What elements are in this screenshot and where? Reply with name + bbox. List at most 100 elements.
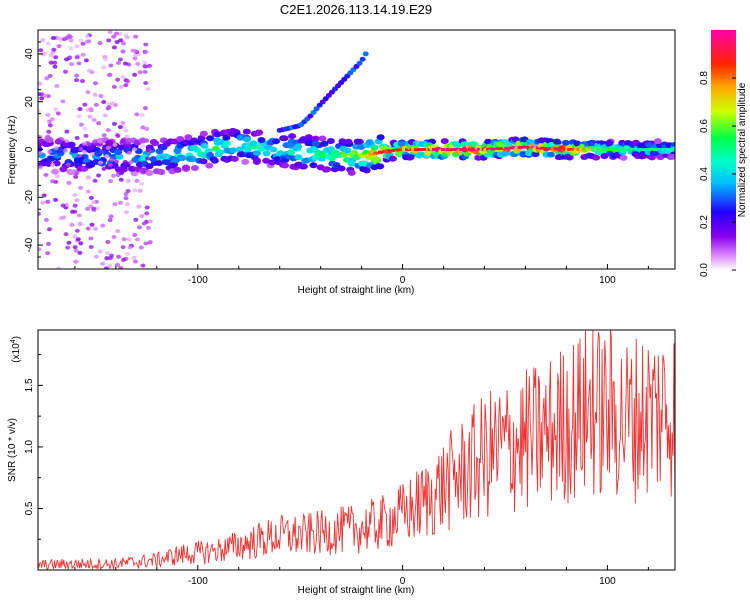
spectrogram-noise-cell [111, 34, 117, 39]
spectrogram-noise-cell [115, 133, 121, 138]
spectrogram-noise-cell [143, 42, 149, 47]
spectrogram-noise-cell [97, 249, 103, 254]
spectrogram-noise-cell [38, 165, 43, 170]
spectrogram-noise-cell [92, 92, 98, 97]
spectrogram-noise-cell [52, 60, 58, 65]
spectrogram-noise-cell [38, 109, 41, 114]
spectrogram-cell [592, 154, 601, 161]
spectrogram-cell [131, 156, 140, 163]
spectrogram-ridge-cell [508, 146, 514, 150]
spectrogram-xtick-label: 100 [599, 275, 616, 286]
spectrogram-noise-cell [98, 94, 104, 99]
spectrogram-noise-cell [51, 47, 57, 52]
snr-xlabel: Height of straight line (km) [298, 585, 415, 596]
spectrogram-ridge-cell [495, 147, 501, 151]
spectrogram-noise-cell [113, 31, 119, 36]
spectrogram-cell [199, 130, 208, 137]
spectrogram-noise-cell [133, 217, 139, 222]
spectrogram-marks [38, 30, 675, 269]
spectrogram-ridge-cell [612, 148, 618, 151]
spectrogram-noise-cell [107, 72, 113, 77]
spectrogram-cell [605, 140, 614, 147]
spectrogram-ridge-cell [603, 148, 609, 151]
spectrogram-noise-cell [52, 64, 58, 69]
spectrogram-ridge-cell [522, 145, 528, 149]
spectrogram-cell [309, 162, 318, 169]
spectrogram-ridge-cell [490, 147, 496, 151]
snr-xtick-label: 100 [599, 576, 616, 587]
spectrogram-noise-cell [140, 125, 146, 130]
spectrogram-noise-cell [139, 113, 145, 118]
spectrogram-noise-cell [66, 240, 72, 245]
spectrogram-noise-cell [82, 126, 88, 131]
spectrogram-noise-cell [142, 106, 148, 111]
spectrogram-cell [155, 160, 164, 167]
spectrogram-ridge-cell [643, 148, 649, 151]
spectrogram-noise-cell [112, 142, 118, 147]
spectrogram-noise-cell [47, 123, 53, 128]
spectrogram-noise-cell [135, 61, 141, 66]
spectrogram-noise-cell [147, 240, 153, 245]
spectrogram-noise-cell [72, 234, 78, 239]
spectrogram-noise-cell [143, 49, 149, 54]
spectrogram-noise-cell [105, 128, 111, 133]
spectrogram-noise-cell [66, 180, 72, 185]
spectrogram-cell [185, 155, 194, 162]
spectrogram-noise-cell [118, 177, 124, 182]
spectrogram-noise-cell [143, 138, 149, 143]
spectrogram-cell [573, 140, 582, 147]
spectrogram-cell [243, 146, 252, 153]
spectrogram-noise-cell [132, 72, 138, 77]
spectrogram-ylabel: Frequency (Hz) [7, 116, 18, 185]
spectrogram-cell [210, 157, 219, 164]
spectrogram-noise-cell [78, 147, 84, 152]
spectrogram-cell [372, 156, 381, 163]
spectrogram-noise-cell [89, 70, 95, 75]
spectrogram-cell [298, 163, 307, 170]
spectrogram-noise-cell [134, 178, 140, 183]
spectrogram-ytick-label: -40 [24, 237, 35, 252]
spectrogram-ridge-cell [364, 153, 370, 157]
spectrogram-cell [415, 152, 424, 159]
spectrogram-noise-cell [76, 114, 82, 119]
spectrogram-noise-cell [104, 154, 110, 159]
spectrogram-cell [242, 136, 251, 143]
spectrogram-cell [51, 168, 60, 175]
spectrogram-cell [370, 144, 379, 151]
spectrogram-noise-cell [49, 117, 55, 122]
spectrogram-ridge-cell [616, 148, 622, 151]
spectrogram-noise-cell [38, 151, 43, 156]
spectrogram-noise-cell [83, 58, 89, 63]
spectrogram-cell [269, 146, 278, 153]
spectrogram-noise-cell [58, 216, 64, 221]
spectrogram-noise-cell [117, 57, 123, 62]
spectrogram-noise-cell [80, 41, 86, 46]
spectrogram-noise-cell [69, 222, 75, 227]
spectrogram-noise-cell [54, 84, 60, 89]
spectrogram-cell [145, 163, 154, 170]
spectrogram-ridge-cell [414, 148, 420, 151]
spectrogram-cell [268, 159, 277, 166]
colorbar-tick-label: 0.8 [699, 71, 710, 85]
spectrogram-noise-cell [144, 126, 150, 131]
spectrogram-noise-cell [74, 198, 80, 203]
spectrogram-cell [344, 138, 353, 145]
spectrogram-cell [230, 155, 239, 162]
spectrogram-noise-cell [124, 134, 130, 139]
spectrogram-cell [222, 140, 231, 147]
spectrogram-noise-cell [85, 90, 91, 95]
spectrogram-ridge-cell [567, 148, 573, 151]
spectrogram-noise-cell [62, 148, 68, 153]
spectrogram-cell [262, 150, 271, 157]
spectrogram-noise-cell [81, 149, 87, 154]
snr-scale-label: (x104) [10, 336, 22, 363]
snr-ytick-label: 1.0 [24, 440, 35, 454]
spectrogram-noise-cell [128, 160, 134, 165]
spectrogram-noise-cell [45, 251, 51, 256]
spectrogram-noise-cell [68, 46, 74, 51]
spectrogram-ridge-cell [576, 148, 582, 151]
spectrogram-cell [110, 162, 119, 169]
spectrogram-noise-cell [131, 255, 137, 260]
spectrogram-noise-cell [42, 51, 48, 56]
